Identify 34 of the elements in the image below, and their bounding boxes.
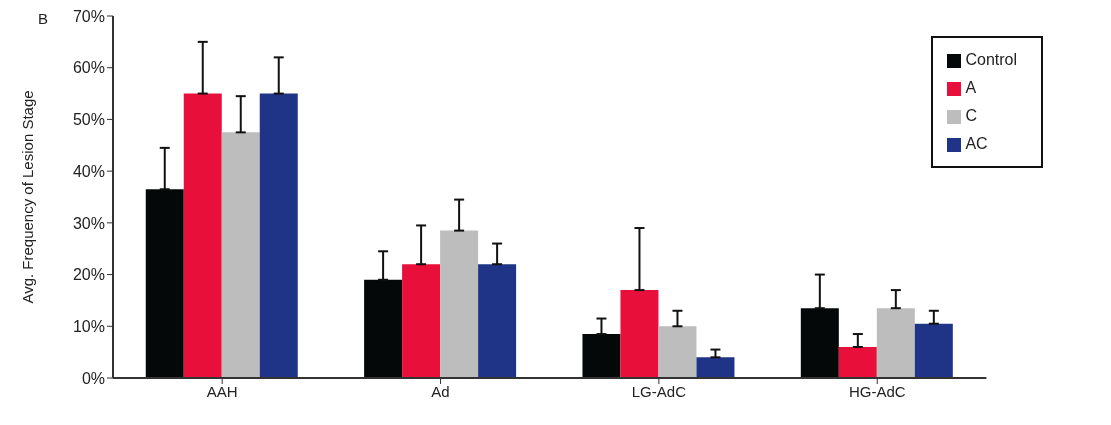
legend-label: C — [965, 107, 977, 124]
bar — [259, 93, 298, 378]
y-tick-label: 20% — [72, 266, 105, 284]
y-tick-label: 50% — [72, 111, 105, 129]
bar — [914, 323, 953, 378]
text: B — [38, 10, 49, 27]
legend-label: A — [965, 79, 977, 96]
bar — [183, 93, 222, 378]
bar — [402, 264, 441, 378]
bar — [620, 290, 659, 378]
bar — [696, 357, 735, 378]
bar — [221, 132, 260, 378]
x-tick-label: AAH — [206, 382, 238, 400]
y-tick-label: 70% — [72, 7, 105, 25]
bar — [800, 308, 839, 378]
legend-label: AC — [965, 135, 988, 152]
bar — [145, 189, 184, 378]
y-tick-label: 0% — [81, 369, 105, 387]
y-tick-label: 30% — [72, 214, 105, 232]
bar — [364, 279, 403, 378]
x-tick-label: LG-AdC — [631, 382, 687, 400]
y-tick-label: 10% — [72, 317, 105, 335]
bar — [876, 308, 915, 378]
bar — [440, 230, 479, 378]
y-tick-label: 60% — [72, 59, 105, 77]
y-tick-label: 40% — [72, 162, 105, 180]
bar — [582, 334, 621, 378]
bar — [658, 326, 697, 378]
bar — [838, 346, 877, 378]
y-axis-title: Avg. Frequency of Lesion Stage — [19, 90, 37, 304]
x-tick-label: HG-AdC — [848, 382, 906, 400]
bar — [478, 264, 517, 378]
legend-label: Control — [965, 51, 1017, 68]
x-tick-label: Ad — [431, 382, 450, 400]
